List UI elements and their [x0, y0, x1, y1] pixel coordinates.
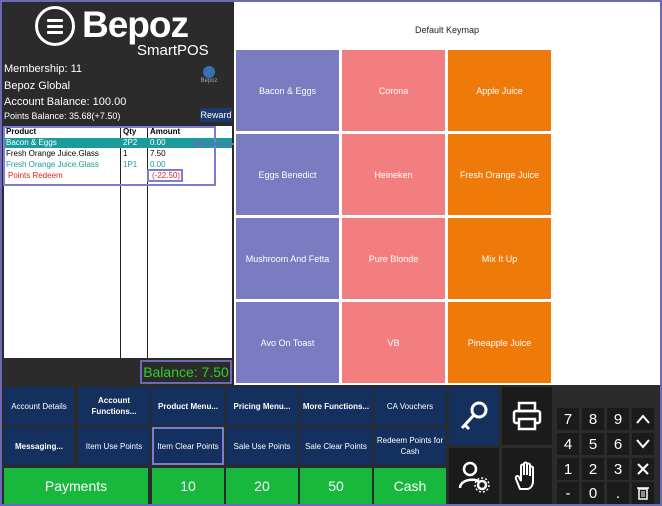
numpad-8[interactable]: 8 — [582, 408, 604, 430]
key-mix-it-up[interactable]: Mix It Up — [448, 218, 551, 299]
logo-wordmark: Bepoz — [82, 4, 189, 45]
item-use-points-button[interactable]: Item Use Points — [78, 427, 150, 465]
pricing-menu-button[interactable]: Pricing Menu... — [226, 387, 298, 425]
chevron-up-icon[interactable] — [632, 408, 654, 430]
numpad-1[interactable]: 1 — [557, 458, 579, 480]
function-bar: Account Details Account Functions... Pro… — [2, 385, 660, 504]
numpad-0[interactable]: 0 — [582, 482, 604, 504]
key-pure-blonde[interactable]: Pure Blonde — [342, 218, 445, 299]
key-bacon-eggs[interactable]: Bacon & Eggs — [236, 50, 339, 131]
ca-vouchers-button[interactable]: CA Vouchers — [374, 387, 446, 425]
sale-clear-points-button[interactable]: Sale Clear Points — [300, 427, 372, 465]
tender-20-button[interactable]: 20 — [226, 468, 298, 504]
tender-10-button[interactable]: 10 — [152, 468, 224, 504]
more-functions-button[interactable]: More Functions... — [300, 387, 372, 425]
chevron-down-icon[interactable] — [632, 433, 654, 455]
numpad-minus[interactable]: - — [557, 482, 579, 504]
venue-label: Bepoz Global — [4, 80, 71, 92]
numpad-7[interactable]: 7 — [557, 408, 579, 430]
user-settings-icon[interactable] — [449, 448, 499, 504]
close-icon[interactable] — [632, 458, 654, 480]
key-corona[interactable]: Corona — [342, 50, 445, 131]
key-icon[interactable] — [449, 387, 499, 445]
item-clear-points-button[interactable]: Item Clear Points — [152, 427, 224, 465]
balance-display: Balance: 7.50 — [140, 360, 232, 384]
key-avo-on-toast[interactable]: Avo On Toast — [236, 302, 339, 383]
account-details-button[interactable]: Account Details — [4, 387, 74, 425]
key-vb[interactable]: VB — [342, 302, 445, 383]
numpad-decimal[interactable]: . — [607, 482, 629, 504]
account-panel: Bepoz SmartPOS Membership: 11 Bepoz Glob… — [2, 2, 234, 385]
numpad-9[interactable]: 9 — [607, 408, 629, 430]
trash-icon[interactable] — [632, 482, 654, 504]
messaging-button[interactable]: Messaging... — [4, 427, 74, 465]
order-row[interactable]: Fresh Orange Juice.Glass 1 7.50 — [6, 149, 166, 158]
redeem-points-cash-button[interactable]: Redeem Points for Cash — [374, 427, 446, 465]
payments-button[interactable]: Payments — [4, 468, 148, 504]
order-table: Product Qty Amount Bacon & Eggs 2P2 0.00… — [3, 126, 234, 358]
numpad-3[interactable]: 3 — [607, 458, 629, 480]
points-balance-label: Points Balance: 35.68(+7.50) — [4, 111, 121, 121]
column-header-qty: Qty — [123, 127, 137, 136]
numpad-6[interactable]: 6 — [607, 433, 629, 455]
column-header-product: Product — [6, 127, 37, 136]
order-row[interactable]: Bacon & Eggs 2P2 0.00 — [4, 138, 232, 148]
key-pineapple-juice[interactable]: Pineapple Juice — [448, 302, 551, 383]
order-row[interactable]: Points Redeem (-22.50) — [8, 171, 181, 180]
sale-use-points-button[interactable]: Sale Use Points — [226, 427, 298, 465]
column-header-amount: Amount — [150, 127, 181, 136]
membership-label: Membership: 11 — [4, 63, 83, 75]
numpad-5[interactable]: 5 — [582, 433, 604, 455]
reward-button[interactable]: Reward — [200, 108, 232, 122]
account-balance-label: Account Balance: 100.00 — [4, 96, 127, 108]
account-functions-button[interactable]: Account Functions... — [78, 387, 150, 425]
product-menu-button[interactable]: Product Menu... — [152, 387, 224, 425]
order-row[interactable]: Fresh Orange Juice.Glass 1P1 0.00 — [6, 160, 166, 169]
numpad-4[interactable]: 4 — [557, 433, 579, 455]
arrow-left-icon — [194, 140, 234, 148]
key-eggs-benedict[interactable]: Eggs Benedict — [236, 134, 339, 215]
menu-icon[interactable] — [35, 6, 75, 46]
printer-icon[interactable] — [502, 387, 552, 445]
key-fresh-orange-juice[interactable]: Fresh Orange Juice — [448, 134, 551, 215]
logo-subtitle: SmartPOS — [137, 42, 209, 59]
cash-button[interactable]: Cash — [374, 468, 446, 504]
key-mushroom-fetta[interactable]: Mushroom And Fetta — [236, 218, 339, 299]
hand-icon[interactable] — [502, 448, 552, 504]
tender-50-button[interactable]: 50 — [300, 468, 372, 504]
keymap-grid: Bacon & Eggs Corona Apple Juice Eggs Ben… — [234, 48, 660, 385]
bepoz-logo: Bepoz SmartPOS — [2, 2, 234, 60]
key-heineken[interactable]: Heineken — [342, 134, 445, 215]
keymap-title: Default Keymap — [234, 2, 660, 48]
key-apple-juice[interactable]: Apple Juice — [448, 50, 551, 131]
numpad-2[interactable]: 2 — [582, 458, 604, 480]
bepoz-mini-logo: Bepoz — [198, 66, 220, 88]
